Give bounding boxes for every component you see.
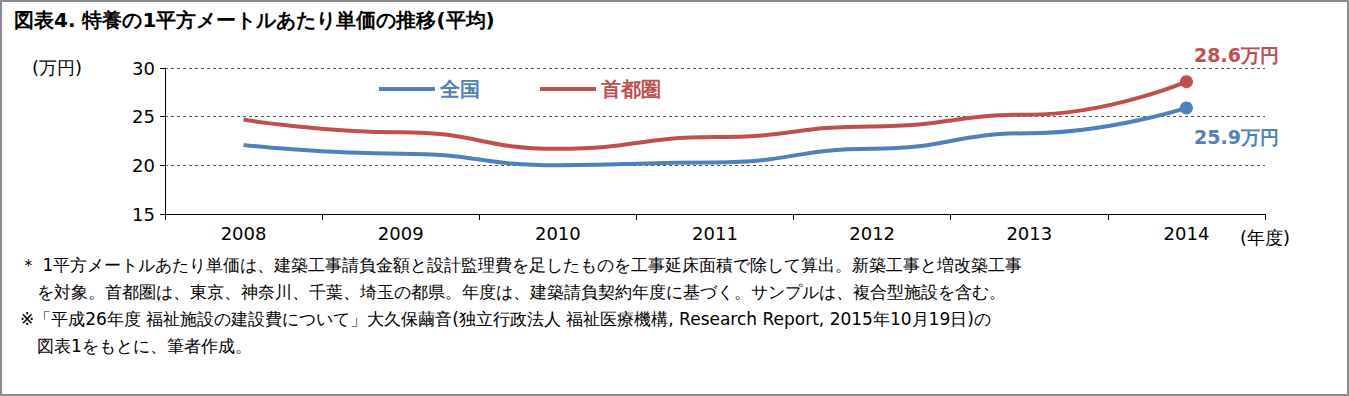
svg-text:を対象。首都圏は、東京、神奈川、千葉、埼玉の都県。年度は、建: を対象。首都圏は、東京、神奈川、千葉、埼玉の都県。年度は、建築請負契約年度に基づ… <box>20 282 1006 302</box>
svg-text:2014: 2014 <box>1164 223 1210 244</box>
svg-text:25.9万円: 25.9万円 <box>1194 126 1279 148</box>
svg-text:25: 25 <box>132 106 155 127</box>
svg-text:(年度): (年度) <box>1240 227 1290 248</box>
svg-text:2008: 2008 <box>221 223 267 244</box>
svg-text:全国: 全国 <box>439 77 480 101</box>
svg-text:30: 30 <box>132 58 155 79</box>
svg-text:2009: 2009 <box>378 223 424 244</box>
svg-text:(万円): (万円) <box>32 57 82 78</box>
svg-text:※「平成26年度 福祉施設の建設費について」大久保繭音(独立: ※「平成26年度 福祉施設の建設費について」大久保繭音(独立行政法人 福祉医療機… <box>20 309 991 329</box>
svg-text:図表4. 特養の1平方メートルあたり単価の推移(平均): 図表4. 特養の1平方メートルあたり単価の推移(平均) <box>14 8 495 32</box>
svg-text:2011: 2011 <box>692 223 738 244</box>
svg-text:28.6万円: 28.6万円 <box>1194 44 1279 66</box>
svg-text:20: 20 <box>132 155 155 176</box>
svg-text:15: 15 <box>132 204 155 225</box>
svg-text:2013: 2013 <box>1006 223 1052 244</box>
svg-text:＊ 1平方メートルあたり単価は、建築工事請負金額と設計監理費: ＊ 1平方メートルあたり単価は、建築工事請負金額と設計監理費を足したものを工事延… <box>20 255 1022 275</box>
svg-text:2010: 2010 <box>535 223 581 244</box>
svg-text:首都圏: 首都圏 <box>600 77 661 101</box>
svg-text:図表1をもとに、筆者作成。: 図表1をもとに、筆者作成。 <box>20 336 252 356</box>
svg-text:2012: 2012 <box>849 223 895 244</box>
